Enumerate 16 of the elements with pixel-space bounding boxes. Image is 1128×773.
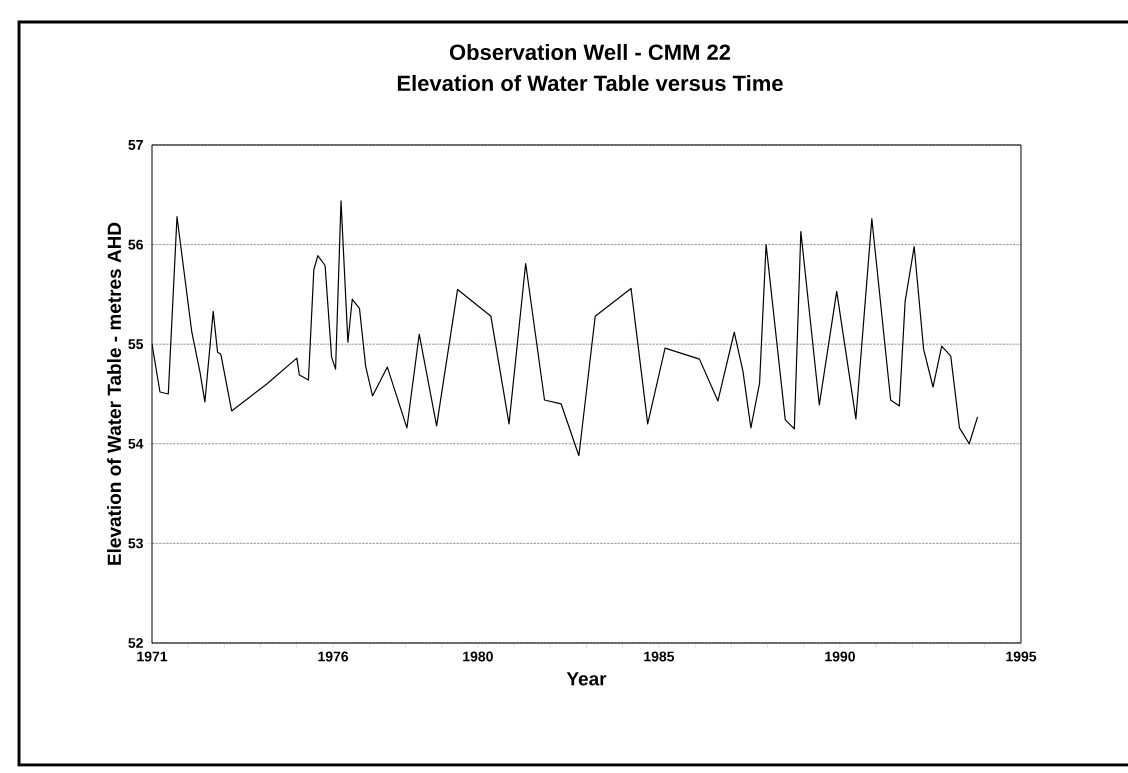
chart-title: Observation Well - CMM 22 (449, 43, 731, 61)
chart-subtitle: Elevation of Water Table versus Time (397, 74, 783, 92)
y-axis-title: Elevation of Water Table - metres AHD (107, 222, 122, 565)
x-axis-title: Year (566, 672, 607, 686)
x-tick-label: 1971 (137, 651, 168, 662)
y-tick-label: 52 (128, 638, 143, 648)
y-tick-label: 53 (128, 538, 143, 549)
y-tick-label: 54 (128, 438, 144, 449)
x-tick-label: 1976 (318, 651, 349, 662)
x-tick-label: 1990 (825, 651, 855, 662)
y-tick-label: 55 (128, 339, 144, 350)
x-tick-label: 1985 (644, 651, 675, 662)
y-tick-label: 56 (128, 239, 143, 250)
y-tick-label: 57 (128, 140, 143, 150)
x-tick-label: 1995 (1006, 651, 1037, 662)
x-tick-label: 1980 (463, 651, 493, 662)
